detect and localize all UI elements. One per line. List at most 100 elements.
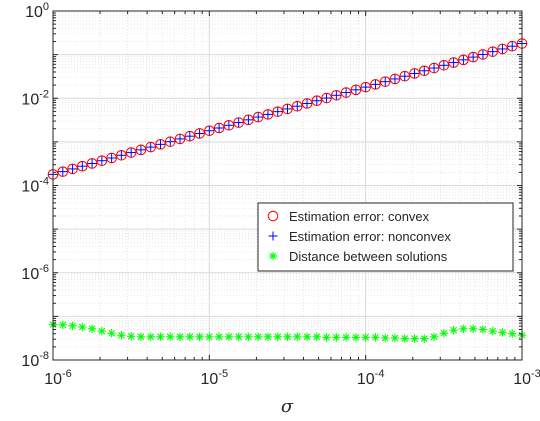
data-point-plus bbox=[273, 107, 283, 117]
x-tick-label: 10-5 bbox=[201, 368, 229, 388]
data-point-circle bbox=[321, 92, 332, 104]
data-point-circle bbox=[135, 144, 147, 156]
ast-d2 bbox=[469, 325, 477, 333]
ast-d2 bbox=[332, 333, 340, 341]
data-point-asterisk bbox=[87, 324, 97, 333]
data-point-plus bbox=[292, 101, 302, 111]
ast-d2 bbox=[108, 329, 116, 337]
data-point-asterisk bbox=[273, 332, 282, 342]
legend-box bbox=[257, 202, 514, 272]
data-point-asterisk bbox=[410, 334, 419, 343]
data-point-circle bbox=[213, 122, 225, 134]
data-point-plus bbox=[497, 44, 507, 54]
ast-d2 bbox=[59, 321, 67, 329]
data-point-circle bbox=[272, 106, 284, 117]
data-point-circle bbox=[291, 100, 303, 112]
data-point-asterisk bbox=[146, 332, 155, 342]
data-point-plus bbox=[263, 109, 273, 119]
x-tick-label: 10-3 bbox=[513, 368, 540, 388]
data-point-circle bbox=[155, 139, 166, 150]
data-point-circle bbox=[125, 147, 137, 158]
data-point-circle bbox=[194, 128, 205, 139]
data-point-asterisk bbox=[234, 332, 243, 342]
data-point-plus bbox=[370, 79, 380, 89]
ast-d2 bbox=[137, 333, 145, 341]
data-point-plus bbox=[410, 68, 420, 78]
data-point-plus bbox=[107, 153, 117, 163]
ast-d2 bbox=[479, 326, 487, 333]
data-point-asterisk bbox=[268, 251, 278, 261]
data-point-asterisk bbox=[283, 332, 292, 342]
data-point-circle bbox=[389, 73, 401, 85]
ast-d2 bbox=[186, 333, 194, 341]
data-point-circle bbox=[252, 111, 264, 123]
data-point-plus bbox=[165, 137, 175, 147]
series-1 bbox=[47, 38, 528, 180]
data-point-asterisk bbox=[166, 332, 175, 342]
data-point-plus bbox=[268, 231, 278, 241]
data-point-asterisk bbox=[449, 326, 458, 335]
ast-d2 bbox=[313, 333, 321, 341]
data-point-circle bbox=[331, 89, 342, 101]
data-point-circle bbox=[164, 136, 176, 147]
ast-d2 bbox=[225, 333, 233, 341]
data-point-asterisk bbox=[508, 329, 517, 338]
data-point-asterisk bbox=[254, 332, 263, 342]
data-point-plus bbox=[195, 128, 205, 138]
data-point-circle bbox=[506, 40, 518, 52]
ast-d2 bbox=[264, 333, 272, 341]
y-tick-label: 10-2 bbox=[21, 88, 49, 108]
data-point-plus bbox=[331, 90, 341, 100]
data-point-asterisk bbox=[381, 333, 390, 343]
data-point-circle bbox=[311, 95, 323, 107]
data-point-plus bbox=[175, 134, 185, 144]
data-point-circle bbox=[267, 210, 279, 222]
ast-d2 bbox=[166, 333, 174, 341]
ast-d2 bbox=[98, 327, 106, 335]
axis-ticks bbox=[52, 10, 523, 361]
major-grid bbox=[53, 11, 522, 360]
data-point-plus bbox=[380, 77, 390, 87]
data-point-plus bbox=[390, 74, 400, 84]
data-point-circle bbox=[204, 125, 215, 137]
y-tick-label: 100 bbox=[25, 1, 49, 21]
data-point-circle bbox=[487, 46, 498, 57]
data-point-plus bbox=[243, 115, 253, 125]
data-point-asterisk bbox=[361, 333, 370, 342]
legend: Estimation error: convex Estimation error… bbox=[257, 202, 514, 272]
ast-d2 bbox=[117, 331, 125, 339]
data-point-asterisk bbox=[107, 329, 116, 338]
data-point-asterisk bbox=[429, 332, 439, 342]
data-point-plus bbox=[419, 66, 429, 76]
data-point-circle bbox=[223, 119, 235, 131]
ast-d2 bbox=[372, 333, 379, 341]
ast-d2 bbox=[274, 333, 282, 341]
data-point-asterisk bbox=[341, 333, 351, 342]
data-point-asterisk bbox=[351, 333, 361, 342]
ast-d2 bbox=[205, 333, 213, 341]
data-point-asterisk bbox=[195, 332, 204, 342]
data-point-circle bbox=[184, 130, 196, 142]
data-point-circle bbox=[438, 60, 450, 71]
legend-label: Estimation error: nonconvex bbox=[289, 229, 451, 244]
data-point-asterisk bbox=[439, 329, 449, 338]
data-point-circle bbox=[350, 84, 362, 96]
data-point-plus bbox=[312, 96, 322, 106]
ast-d2 bbox=[323, 333, 330, 341]
ast-d2 bbox=[127, 332, 135, 340]
data-point-plus bbox=[429, 63, 439, 73]
ast-d2 bbox=[284, 333, 291, 341]
data-point-circle bbox=[448, 57, 459, 68]
data-point-circle bbox=[428, 62, 440, 74]
ast-d2 bbox=[157, 333, 164, 341]
data-point-circle bbox=[458, 54, 469, 66]
data-point-plus bbox=[361, 82, 371, 92]
data-point-asterisk bbox=[126, 332, 136, 341]
ast-d2 bbox=[411, 335, 418, 342]
ast-d2 bbox=[342, 333, 350, 341]
data-point-plus bbox=[488, 47, 498, 57]
data-point-plus bbox=[136, 145, 146, 155]
data-point-asterisk bbox=[488, 326, 497, 336]
data-point-asterisk bbox=[293, 332, 302, 342]
